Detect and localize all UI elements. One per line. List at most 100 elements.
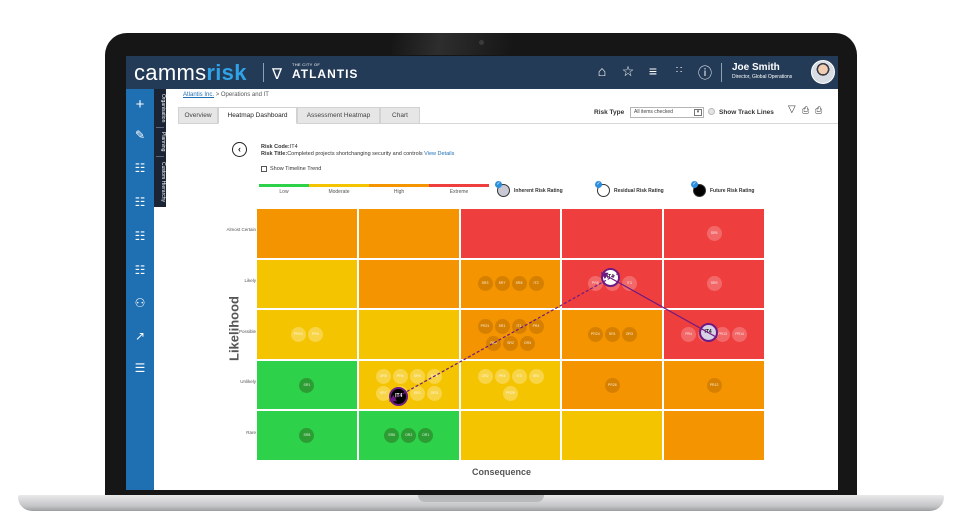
home-icon[interactable]: ⌂ (597, 63, 607, 79)
filter-icon[interactable]: ▽ (788, 104, 796, 115)
risk-bubble[interactable]: OR3 (520, 335, 535, 351)
heatmap-cell[interactable] (459, 359, 562, 411)
risk-bubble[interactable]: PR4 (392, 369, 408, 385)
risk-bubble[interactable]: OR3 (426, 386, 442, 402)
tab-overview[interactable]: Overview (178, 107, 218, 124)
future-risk-marker[interactable]: IT4 (389, 386, 409, 406)
risk-bubble[interactable]: PR10 (290, 327, 306, 342)
inherent-risk-marker[interactable]: IT4 (698, 323, 718, 342)
risk-bubble[interactable]: PR26 (604, 377, 620, 393)
heatmap-cell[interactable] (357, 258, 460, 310)
star-icon[interactable]: ☆ (621, 63, 635, 79)
risk-bubble[interactable]: PR4 (528, 318, 544, 334)
view-details-link[interactable]: View Details (424, 151, 455, 157)
tab-custom-hierarchy[interactable]: Custom Hierarchy (160, 161, 166, 202)
report-icon[interactable]: ☷ (134, 229, 146, 243)
trend-icon[interactable]: ↗ (134, 329, 146, 343)
heatmap-cell[interactable] (256, 208, 358, 259)
risk-bubble[interactable]: OR2 (401, 428, 417, 444)
risk-bubble[interactable]: IT3 (511, 369, 527, 385)
risk-code-label: Risk Code: (261, 144, 290, 150)
check-icon[interactable]: ✓ (691, 181, 698, 188)
risk-bubble[interactable]: PR4 (494, 369, 510, 385)
tab-heatmap-dashboard[interactable]: Heatmap Dashboard (218, 107, 297, 124)
heatmap-cell[interactable] (256, 258, 358, 310)
report-icon[interactable]: ☷ (134, 161, 146, 175)
heatmap-cell[interactable] (663, 359, 765, 411)
heatmap-cell[interactable] (459, 410, 562, 461)
tab-assessment-heatmap[interactable]: Assessment Heatmap (297, 107, 380, 124)
report-icon[interactable]: ☷ (134, 195, 146, 209)
heatmap-cell[interactable] (357, 208, 460, 259)
risk-bubble[interactable]: SR8 (511, 276, 527, 292)
risk-bubble[interactable]: SR9 (706, 276, 722, 292)
apps-icon[interactable]: ∷ (675, 65, 683, 76)
heatmap-cell[interactable] (357, 359, 460, 411)
menu-icon[interactable]: ≡ (648, 63, 658, 79)
check-icon[interactable]: ✓ (495, 181, 502, 188)
heatmap-cell[interactable] (357, 309, 460, 360)
risk-bubble[interactable]: PR21 (477, 318, 493, 334)
user-name[interactable]: Joe Smith (732, 62, 780, 73)
risk-bubble[interactable]: PR25 (503, 386, 518, 402)
risk-bubble[interactable]: OR2 (477, 369, 493, 385)
heatmap-cell[interactable] (357, 410, 460, 461)
risk-bubble[interactable]: PR13 (715, 327, 731, 342)
risk-bubble[interactable]: SR7 (375, 386, 391, 402)
heatmap-cell[interactable] (561, 410, 664, 461)
risk-bubble[interactable]: PR6 (426, 369, 442, 385)
heatmap-cell[interactable] (459, 258, 562, 310)
risk-bubble[interactable]: SR8 (299, 428, 315, 444)
timeline-trend-checkbox[interactable] (261, 166, 267, 172)
heatmap-cell[interactable] (459, 208, 562, 259)
risk-bubble[interactable]: SR5 (706, 225, 722, 241)
risk-bubble[interactable]: IT1 (511, 318, 527, 334)
risk-type-select[interactable]: All items checked ▾ (630, 107, 704, 118)
plus-icon[interactable]: + (135, 96, 145, 113)
risk-bubble[interactable]: SR1 (494, 318, 510, 334)
risk-bubble[interactable]: PR12 (706, 377, 722, 393)
heatmap-cell[interactable] (459, 309, 562, 360)
avatar[interactable] (811, 60, 835, 84)
risk-bubble[interactable]: IT2 (528, 276, 544, 292)
help-icon[interactable]: ⓘ (698, 65, 712, 81)
heatmap-cell[interactable] (256, 410, 358, 461)
risk-bubble[interactable]: SR7 (494, 276, 510, 292)
risk-bubble[interactable]: PR14 (732, 327, 748, 342)
rating-label: Future Risk Rating (710, 188, 755, 194)
tab-organisation[interactable]: Organisation (160, 94, 166, 123)
heatmap-cell[interactable] (256, 359, 358, 411)
check-icon[interactable]: ✓ (595, 181, 602, 188)
risk-bubble[interactable]: SR1 (604, 327, 620, 342)
risk-bubble[interactable]: SR1 (299, 377, 315, 393)
app-logo[interactable]: cammsrisk (134, 60, 247, 86)
risk-bubble[interactable]: SR2 (503, 335, 518, 351)
risk-bubble[interactable]: SR6 (384, 428, 400, 444)
print-icon[interactable]: ⎙ (802, 105, 810, 115)
risk-bubble[interactable]: OR1 (418, 428, 434, 444)
back-button[interactable]: ‹ (232, 142, 247, 157)
heatmap-cell[interactable] (561, 208, 664, 259)
risk-bubble[interactable]: PR24 (587, 327, 603, 342)
risk-bubble[interactable]: PR4 (307, 327, 323, 342)
risk-bubble[interactable]: SR3 (477, 276, 493, 292)
risk-bubble[interactable]: OR5 (375, 369, 391, 385)
tab-planning[interactable]: Planning (160, 132, 166, 152)
heatmap-cell[interactable] (663, 208, 765, 259)
report-icon[interactable]: ☷ (134, 263, 146, 277)
people-icon[interactable]: ⚇ (134, 296, 146, 310)
risk-bubble[interactable]: SR2 (409, 386, 425, 402)
breadcrumb-link[interactable]: Atlantis Inc. (183, 92, 215, 98)
risk-bubble[interactable]: SR9 (409, 369, 425, 385)
risk-bubble[interactable]: OR3 (621, 327, 637, 342)
document-icon[interactable]: ☰ (134, 361, 146, 375)
risk-bubble[interactable]: PR4 (681, 327, 697, 342)
edit-icon[interactable]: ✎ (134, 128, 146, 142)
print-icon[interactable]: ⎙ (815, 105, 823, 115)
heatmap-cell[interactable] (663, 410, 765, 461)
track-lines-checkbox[interactable] (708, 108, 715, 115)
tab-chart[interactable]: Chart (380, 107, 420, 124)
risk-bubble[interactable]: SR6 (486, 335, 501, 351)
risk-bubble[interactable]: SR1 (528, 369, 544, 385)
heatmap-cell[interactable] (256, 309, 358, 360)
